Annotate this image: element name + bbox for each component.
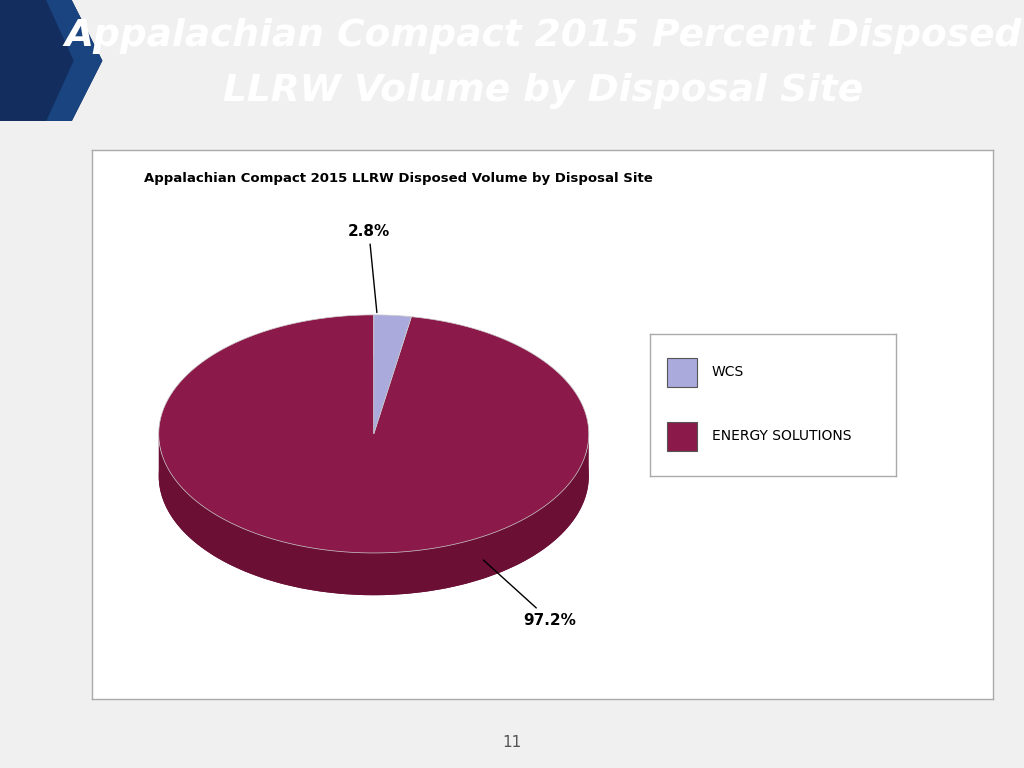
Ellipse shape [159,357,589,595]
Text: 2.8%: 2.8% [348,223,390,313]
Polygon shape [159,432,589,595]
Polygon shape [374,315,412,434]
Text: ENERGY SOLUTIONS: ENERGY SOLUTIONS [712,429,851,443]
Polygon shape [46,0,102,121]
Text: Appalachian Compact 2015 Percent Disposed: Appalachian Compact 2015 Percent Dispose… [65,18,1021,55]
Bar [668,422,697,451]
Polygon shape [0,0,102,121]
Text: Appalachian Compact 2015 LLRW Disposed Volume by Disposal Site: Appalachian Compact 2015 LLRW Disposed V… [144,172,653,185]
Polygon shape [159,315,589,553]
Text: WCS: WCS [712,366,743,379]
Text: 11: 11 [503,735,521,750]
Text: LLRW Volume by Disposal Site: LLRW Volume by Disposal Site [222,73,863,109]
Text: 97.2%: 97.2% [483,560,577,627]
Bar [668,358,697,386]
